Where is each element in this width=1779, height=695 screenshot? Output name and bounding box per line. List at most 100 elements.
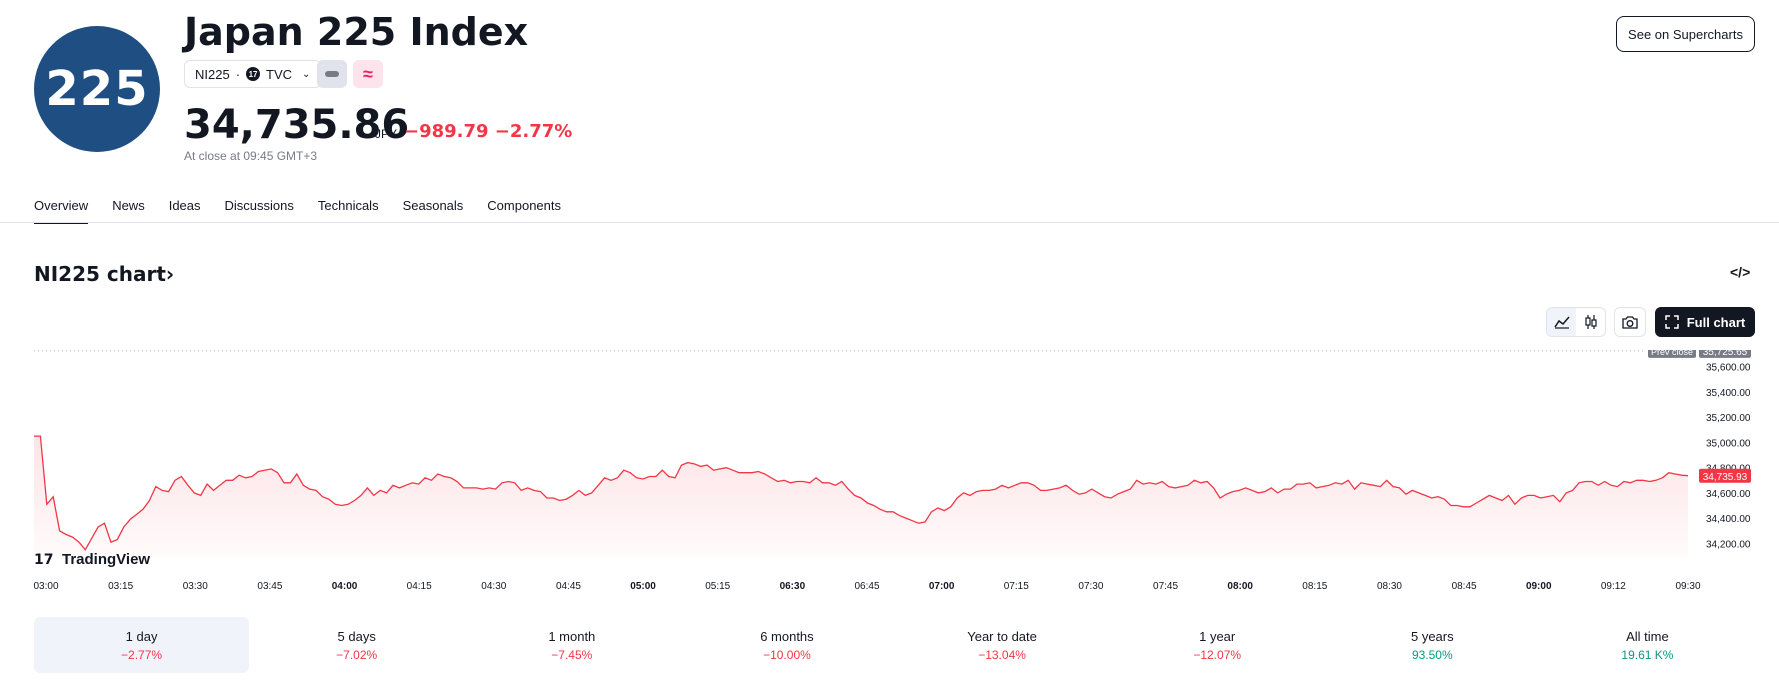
x-axis-tick-label: 09:30 [1675,581,1700,592]
y-axis-tick-label: 35,200.00 [1706,413,1751,424]
see-on-supercharts-button[interactable]: See on Supercharts [1616,16,1755,52]
tab-seasonals[interactable]: Seasonals [402,198,464,213]
y-axis-tick-label: 34,400.00 [1706,514,1751,525]
fullscreen-icon [1664,315,1679,329]
symbol-exchange-selector[interactable]: NI225 · 17 TVC ⌄ [184,60,322,88]
prev-close-value: 35,725.65 [1703,350,1748,358]
period-change: −7.45% [551,647,593,662]
x-axis-tick-label: 07:45 [1153,581,1178,592]
full-chart-label: Full chart [1686,314,1746,330]
price-currency: JPY [375,127,398,141]
chart-title-text: NI225 chart [34,262,166,286]
tab-ideas[interactable]: Ideas [168,198,201,213]
period-label: Year to date [967,628,1037,644]
page-title: Japan 225 Index [184,10,529,54]
period-change: 19.61 K% [1621,647,1674,662]
tab-technicals[interactable]: Technicals [317,198,379,213]
period-performance-bar: 1 day −2.77% 5 days −7.02% 1 month −7.45… [34,617,1755,673]
period-label: 5 days [337,628,376,644]
prev-close-badge [1648,350,1696,358]
period-label: 6 months [760,628,814,644]
period-label: 1 year [1199,628,1236,644]
period-5-years[interactable]: 5 years 93.50% [1325,617,1540,673]
y-axis-tick-label: 35,000.00 [1706,438,1751,449]
x-axis-tick-label: 03:00 [33,581,58,592]
x-axis-tick-label: 07:15 [1004,581,1029,592]
chevron-down-icon: ⌄ [302,68,311,80]
x-axis-tick-label: 07:00 [929,581,955,592]
x-axis-tick-label: 05:15 [705,581,730,592]
tab-news[interactable]: News [112,198,145,213]
tradingview-logo-icon: 17 [34,552,53,568]
x-axis-tick-label: 07:30 [1078,581,1103,592]
x-axis-tick-label: 08:45 [1452,581,1477,592]
tab-overview[interactable]: Overview [34,198,89,224]
tradingview-exchange-icon: 17 [246,67,261,81]
tab-discussions[interactable]: Discussions [224,198,294,213]
x-axis-tick-label: 08:15 [1302,581,1327,592]
period-year-to-date[interactable]: Year to date −13.04% [895,617,1110,673]
market-close-time: At close at 09:45 GMT+3 [184,149,318,163]
area-chart-icon[interactable] [1547,308,1576,336]
period-label: 1 day [125,628,158,644]
period-6-months[interactable]: 6 months −10.00% [679,617,894,673]
period-1-month[interactable]: 1 month −7.45% [464,617,679,673]
x-axis-tick-label: 08:30 [1377,581,1402,592]
x-axis-tick-label: 03:45 [257,581,282,592]
x-axis-tick-label: 09:00 [1526,581,1552,592]
x-axis-tick-label: 06:45 [854,581,879,592]
price-change: −989.79 −2.77% [404,121,573,142]
chart-section-title[interactable]: NI225 chart› [34,262,174,286]
symbol-logo: 225 [34,26,160,152]
tab-components[interactable]: Components [487,198,562,213]
period-change: −13.04% [978,647,1026,662]
prev-close-label: Prev close [1651,350,1693,357]
period-1-day[interactable]: 1 day −2.77% [34,617,250,673]
last-price: 34,735.86 [184,102,410,148]
period-5-days[interactable]: 5 days −7.02% [249,617,464,673]
x-axis-tick-label: 09:12 [1601,581,1626,592]
x-axis-tick-label: 05:00 [630,581,656,592]
camera-icon[interactable] [1614,307,1646,337]
period-change: −2.77% [121,647,163,662]
x-axis-tick-label: 08:00 [1227,581,1253,592]
x-axis-tick-label: 04:45 [556,581,581,592]
x-axis-tick-label: 06:30 [780,581,806,592]
price-chart[interactable]: 35,600.0035,400.0035,200.0035,000.0034,8… [0,350,1779,600]
minus-tag-icon[interactable] [317,60,347,88]
symbol-tabs: Overview News Ideas Discussions Technica… [34,198,585,224]
period-change: −12.07% [1193,647,1242,662]
last-price-value: 34,735.93 [1703,472,1748,483]
x-axis-tick-label: 03:15 [108,581,133,592]
last-price-badge [1699,468,1751,483]
embed-code-icon[interactable]: </> [1730,264,1751,280]
x-axis-tick-label: 04:00 [332,581,358,592]
period-change: −7.02% [336,647,378,662]
period-change: 93.50% [1411,647,1453,662]
exchange-name: TVC [266,66,293,82]
chevron-right-icon: › [165,262,175,286]
y-axis-tick-label: 35,400.00 [1706,388,1751,399]
period-1-year[interactable]: 1 year −12.07% [1110,617,1325,673]
prev-close-value-badge [1699,350,1751,358]
x-axis-tick-label: 04:30 [481,581,506,592]
approx-tag-icon[interactable]: ≈ [353,60,383,88]
x-axis-tick-label: 03:30 [183,581,208,592]
full-chart-button[interactable]: Full chart [1655,307,1755,337]
x-axis-tick-label: 04:15 [407,581,432,592]
price-area-fill [34,436,1688,556]
candles-icon[interactable] [1576,308,1605,336]
symbol-ticker: NI225 [195,66,230,82]
separator-dot: · [235,66,241,82]
tabs-divider [0,222,1779,223]
period-label: All time [1626,628,1669,644]
chart-style-toggle [1546,307,1606,337]
y-axis-tick-label: 35,600.00 [1706,363,1751,374]
price-series-line [34,435,1689,551]
y-axis-tick-label: 34,600.00 [1706,489,1751,500]
period-label: 1 month [548,628,596,644]
period-change: −10.00% [763,647,811,662]
y-axis-tick-label: 34,200.00 [1706,539,1751,550]
period-all-time[interactable]: All time 19.61 K% [1540,617,1755,673]
tradingview-watermark: TradingView [62,551,150,568]
